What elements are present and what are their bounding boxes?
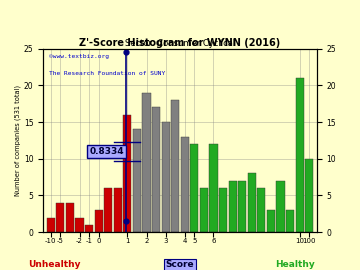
Text: ©www.textbiz.org: ©www.textbiz.org xyxy=(49,54,109,59)
Bar xyxy=(210,144,217,232)
Bar xyxy=(162,122,170,232)
Bar xyxy=(66,203,74,232)
Bar xyxy=(181,137,189,232)
Bar xyxy=(95,210,103,232)
Bar xyxy=(286,210,294,232)
Bar xyxy=(57,203,64,232)
Bar xyxy=(305,159,313,232)
Bar xyxy=(219,188,227,232)
Bar xyxy=(296,78,303,232)
Y-axis label: Number of companies (531 total): Number of companies (531 total) xyxy=(14,85,21,196)
Text: Sector: Consumer Cyclical: Sector: Consumer Cyclical xyxy=(125,39,235,48)
Title: Z'-Score Histogram for WYNN (2016): Z'-Score Histogram for WYNN (2016) xyxy=(79,38,281,48)
Bar xyxy=(200,188,208,232)
Bar xyxy=(76,218,84,232)
Text: Healthy: Healthy xyxy=(275,260,315,269)
Bar xyxy=(104,188,112,232)
Bar xyxy=(238,181,246,232)
Bar xyxy=(267,210,275,232)
Bar xyxy=(152,107,160,232)
Bar xyxy=(143,93,150,232)
Text: The Research Foundation of SUNY: The Research Foundation of SUNY xyxy=(49,71,165,76)
Text: 0.8334: 0.8334 xyxy=(89,147,124,156)
Text: Unhealthy: Unhealthy xyxy=(28,260,80,269)
Bar xyxy=(171,100,179,232)
Bar xyxy=(114,188,122,232)
Bar xyxy=(133,129,141,232)
Bar xyxy=(47,218,55,232)
Bar xyxy=(190,144,198,232)
Text: Score: Score xyxy=(166,260,194,269)
Bar xyxy=(229,181,237,232)
Bar xyxy=(123,115,131,232)
Bar xyxy=(257,188,265,232)
Bar xyxy=(85,225,93,232)
Bar xyxy=(248,173,256,232)
Bar xyxy=(276,181,284,232)
